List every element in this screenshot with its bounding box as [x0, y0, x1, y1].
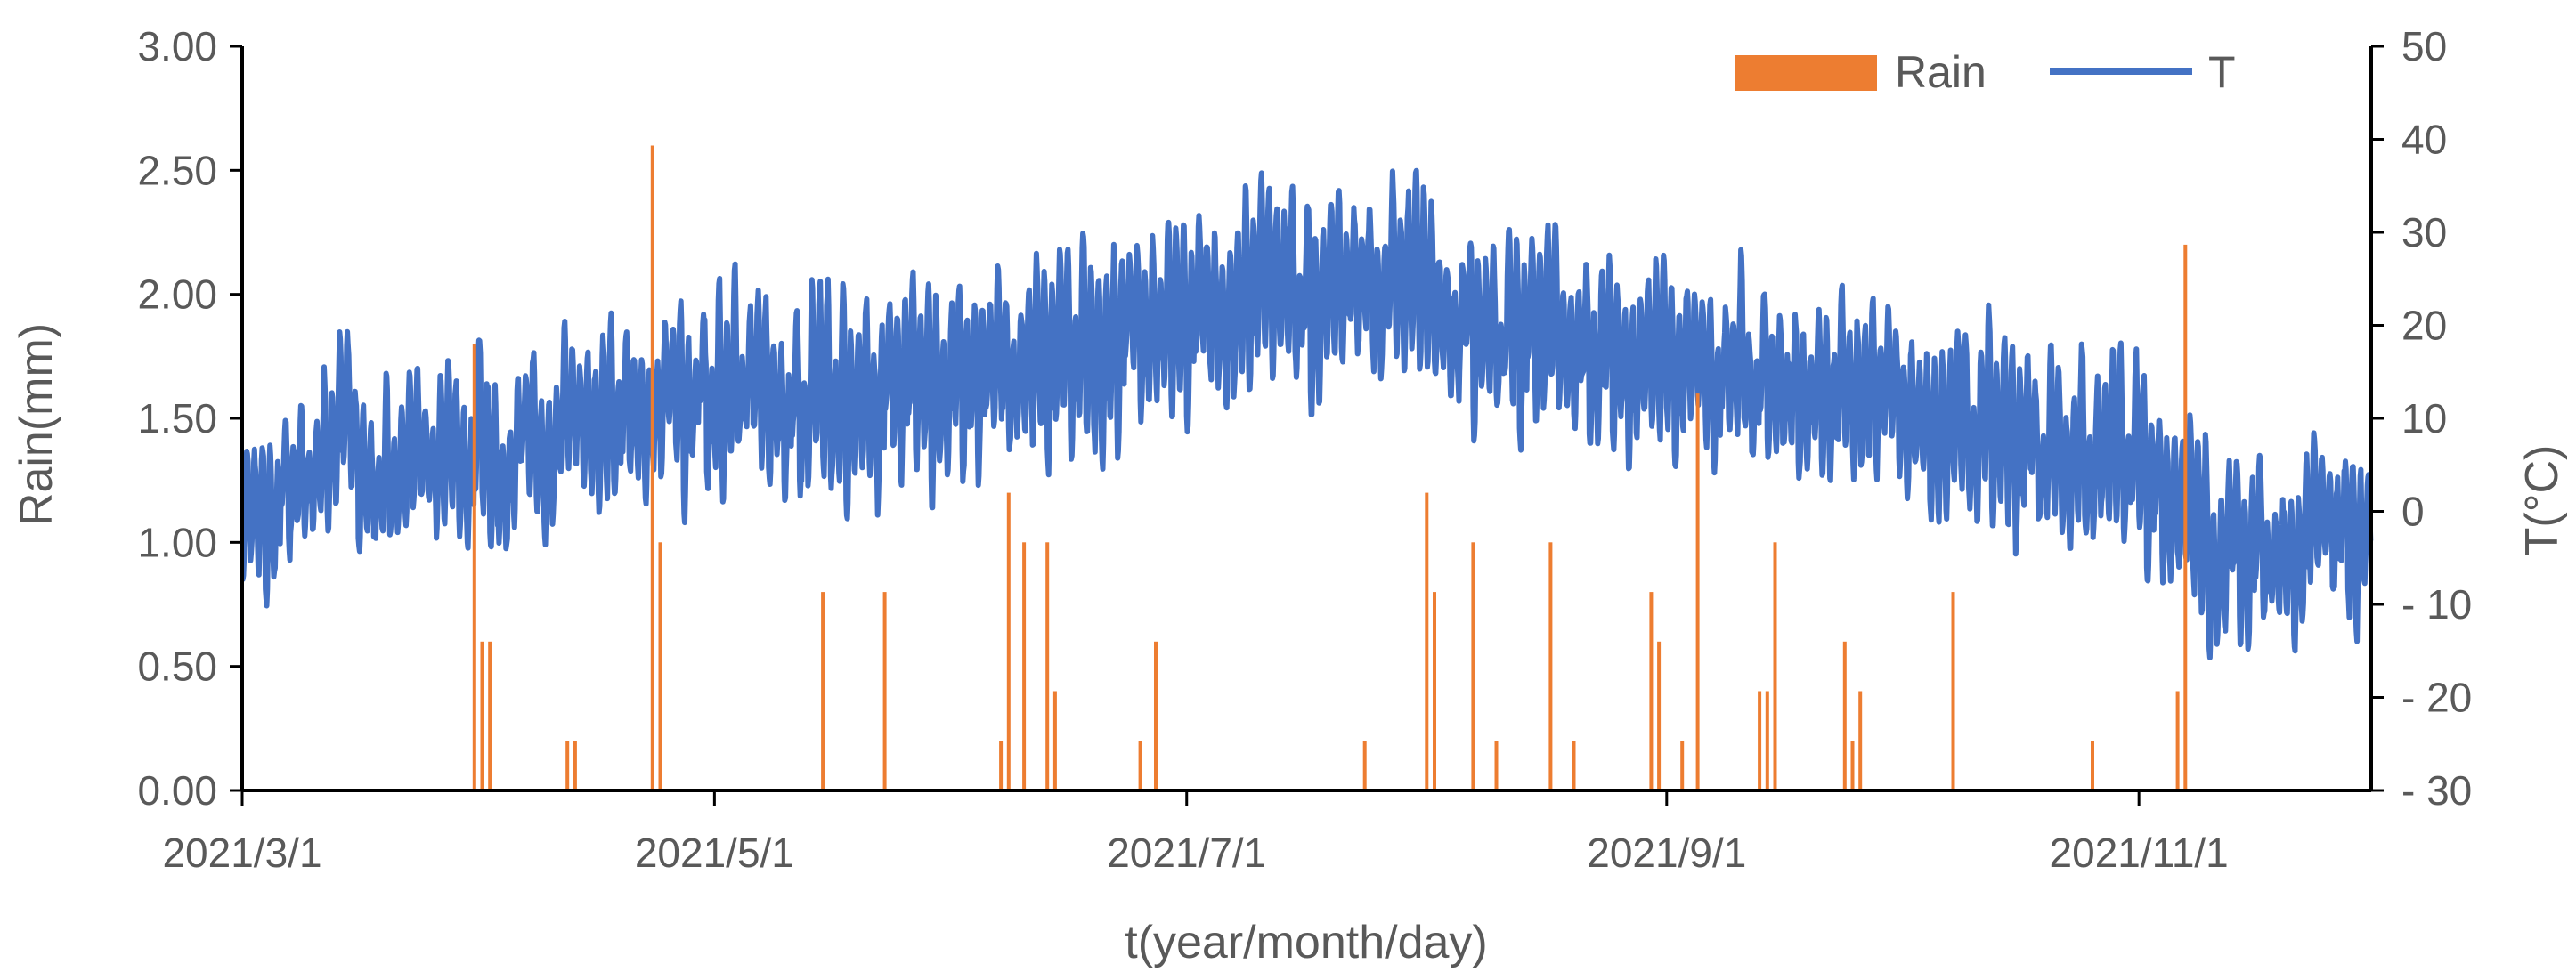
- y-right-tick-label: - 20: [2401, 675, 2472, 721]
- rain-bar: [1494, 741, 1499, 790]
- rain-bar: [1858, 691, 1863, 790]
- rain-bar: [1052, 691, 1057, 790]
- y-right-tick-label: 50: [2401, 23, 2447, 69]
- rain-bar: [1695, 393, 1700, 790]
- rain-bar: [658, 542, 662, 790]
- y-right-tick-label: - 10: [2401, 581, 2472, 628]
- rain-bar: [472, 344, 476, 790]
- y-left-tick-label: 3.00: [137, 23, 217, 69]
- x-axis-title: t(year/month/day): [1125, 917, 1488, 968]
- rain-bar: [1154, 641, 1158, 790]
- rain-bar: [1657, 641, 1662, 790]
- temperature-series: [240, 167, 2374, 660]
- rain-bar: [1548, 542, 1553, 790]
- x-tick-label: 2021/9/1: [1587, 830, 1746, 876]
- rain-bar: [1022, 542, 1027, 790]
- y-right-tick-label: 40: [2401, 117, 2447, 163]
- legend: Rain T: [1735, 47, 2236, 97]
- legend-rain-swatch: [1735, 55, 1877, 91]
- legend-rain-label: Rain: [1895, 47, 1987, 97]
- temperature-line: [240, 167, 2374, 660]
- rain-bar: [2091, 741, 2094, 790]
- y-right-tick-label: 0: [2401, 489, 2425, 535]
- rain-bar: [882, 592, 887, 790]
- rain-bar: [1758, 691, 1762, 790]
- rain-bar: [1765, 691, 1769, 790]
- rain-bar: [1138, 741, 1142, 790]
- y-right-tick-label: 30: [2401, 209, 2447, 255]
- y-left-tick-label: 1.50: [137, 395, 217, 441]
- rain-bar: [1850, 741, 1855, 790]
- rain-bar: [1045, 542, 1050, 790]
- rain-bar: [999, 741, 1004, 790]
- y-left-tick-label: 0.50: [137, 644, 217, 690]
- rain-bar: [1425, 492, 1429, 790]
- rain-bar: [1649, 592, 1654, 790]
- rain-bar: [650, 145, 654, 790]
- rain-bar: [1572, 741, 1576, 790]
- rain-bar: [565, 741, 570, 790]
- y-right-tick-label: - 30: [2401, 767, 2472, 814]
- x-tick-label: 2021/7/1: [1107, 830, 1266, 876]
- legend-t-label: T: [2208, 47, 2236, 97]
- x-tick-label: 2021/3/1: [162, 830, 321, 876]
- rain-series: [240, 145, 2188, 790]
- y-left-axis-title: Rain(mm): [11, 323, 62, 526]
- rain-bar: [1471, 542, 1475, 790]
- rain-bar: [1433, 592, 1436, 790]
- rain-bar: [1842, 641, 1847, 790]
- rain-bar: [1362, 741, 1367, 790]
- rain-bar: [480, 641, 484, 790]
- x-tick-label: 2021/11/1: [2050, 830, 2229, 876]
- rain-bar: [1951, 592, 1955, 790]
- rain-bar: [1680, 741, 1685, 790]
- rain-bar: [488, 641, 492, 790]
- y-left-tick-label: 0.00: [137, 767, 217, 814]
- x-tick-label: 2021/5/1: [635, 830, 794, 876]
- rain-bar: [1773, 542, 1777, 790]
- y-left-tick-label: 2.00: [137, 271, 217, 318]
- y-right-tick-label: 10: [2401, 395, 2447, 441]
- tick-labels: 0.00 0.50 1.00 1.50 2.00 2.50 3.00 - 30 - 20 - 10…: [137, 23, 2472, 876]
- rain-bar: [2175, 691, 2180, 790]
- rain-bar: [821, 592, 825, 790]
- y-left-tick-label: 1.00: [137, 519, 217, 565]
- axes: [230, 45, 2384, 806]
- y-left-tick-label: 2.50: [137, 147, 217, 193]
- y-right-tick-label: 20: [2401, 303, 2447, 349]
- y-right-axis-title: T(°C): [2516, 445, 2568, 556]
- rain-bar: [573, 741, 577, 790]
- rain-bar: [2183, 244, 2188, 790]
- rain-bar: [1006, 492, 1011, 790]
